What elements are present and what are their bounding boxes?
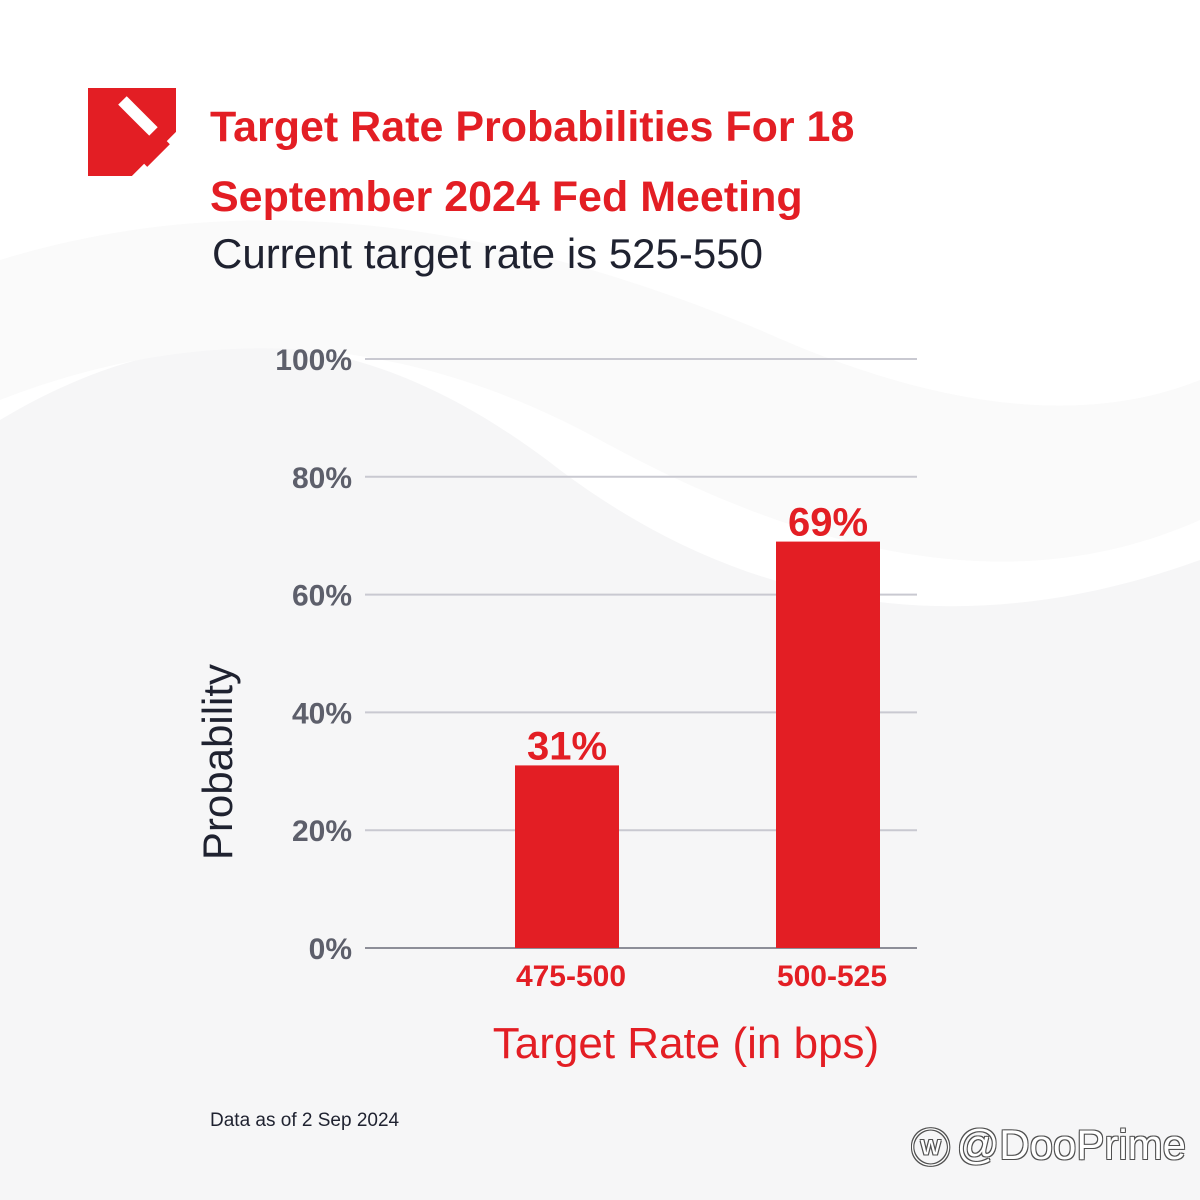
y-axis-title: Probability xyxy=(194,664,241,860)
y-tick-label: 20% xyxy=(292,815,352,848)
x-tick-label: 500-525 xyxy=(777,960,887,993)
chart-subtitle: Current target rate is 525-550 xyxy=(212,230,763,277)
brand-logo-icon xyxy=(88,88,176,176)
bar xyxy=(515,765,619,948)
data-date-footnote: Data as of 2 Sep 2024 xyxy=(210,1110,400,1131)
bar xyxy=(776,541,880,948)
y-tick-label: 80% xyxy=(292,462,352,495)
watermark: ⓦ @DooPrime xyxy=(911,1116,1186,1174)
data-label: 31% xyxy=(527,724,607,768)
data-label: 69% xyxy=(788,501,868,545)
y-tick-label: 40% xyxy=(292,697,352,730)
x-tick-label: 475-500 xyxy=(516,960,626,993)
y-tick-label: 100% xyxy=(275,344,352,377)
weibo-icon: ⓦ xyxy=(910,1127,951,1171)
y-tick-label: 60% xyxy=(292,580,352,613)
y-tick-label: 0% xyxy=(309,933,352,966)
x-axis-title: Target Rate (in bps) xyxy=(493,1019,879,1068)
watermark-text: @DooPrime xyxy=(956,1121,1186,1168)
chart-title: Target Rate Probabilities For 18 Septemb… xyxy=(210,103,855,221)
bar-chart: 0% 20% 40% 60% 80% 100% 31% 475-500 69% 500-525 Pr… xyxy=(194,344,917,1068)
